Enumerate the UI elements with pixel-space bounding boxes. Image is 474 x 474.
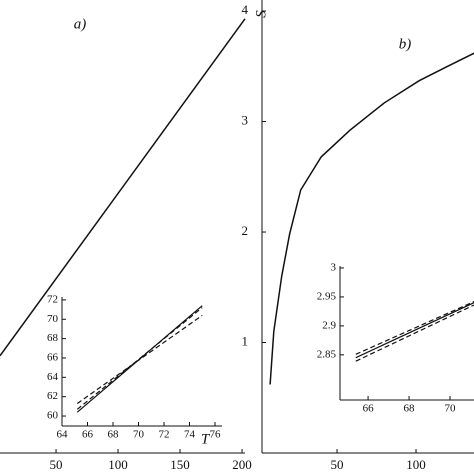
series-line: [76, 314, 203, 404]
series-line: [76, 307, 203, 410]
x-tick-label: 66: [82, 429, 94, 441]
x-tick-label: 100: [108, 457, 128, 472]
x-tick-label: 66: [363, 403, 375, 415]
x-tick-label: 72: [158, 429, 169, 441]
x-axis-label: T: [201, 431, 211, 447]
series-line: [355, 301, 474, 355]
y-tick-label: 2.95: [317, 290, 337, 302]
x-tick-label: 68: [107, 429, 119, 441]
x-tick-label: 50: [331, 457, 344, 472]
y-tick-label: 60: [47, 410, 59, 422]
y-tick-label: 68: [47, 332, 59, 344]
y-tick-label: 2.9: [322, 319, 336, 331]
y-tick-label: 62: [47, 390, 58, 402]
x-tick-label: 70: [445, 403, 457, 415]
series-line: [269, 52, 474, 385]
series-line: [0, 18, 246, 357]
x-tick-label: 200: [232, 457, 252, 472]
x-tick-label: 100: [406, 457, 426, 472]
y-tick-label: 3: [242, 113, 249, 128]
y-tick-label: 66: [47, 351, 59, 363]
series-line: [355, 304, 474, 362]
panel-title: b): [399, 36, 412, 52]
series-line: [355, 302, 474, 359]
y-tick-label: 2.85: [317, 348, 337, 360]
x-tick-label: 70: [133, 429, 145, 441]
y-tick-label: 2: [242, 223, 249, 238]
x-tick-label: 64: [57, 429, 69, 441]
y-tick-label: 4: [242, 2, 249, 17]
x-tick-label: 50: [50, 457, 63, 472]
y-axis-label: S: [253, 10, 269, 18]
x-tick-label: 74: [184, 429, 196, 441]
y-tick-label: 70: [47, 313, 59, 325]
x-tick-label: 150: [170, 457, 190, 472]
y-tick-label: 3: [331, 262, 337, 274]
panel-title: a): [74, 16, 87, 32]
x-tick-label: 76: [209, 429, 221, 441]
y-tick-label: 72: [47, 293, 58, 305]
y-tick-label: 1: [242, 333, 249, 348]
y-tick-label: 64: [47, 371, 59, 383]
x-tick-label: 68: [404, 403, 416, 415]
